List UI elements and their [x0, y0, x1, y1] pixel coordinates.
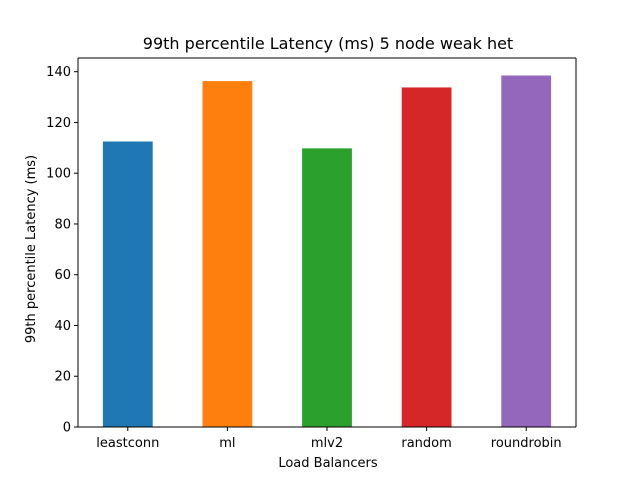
bar-ml: [202, 81, 253, 427]
y-tick-label: 80: [54, 217, 71, 232]
x-tick-label-ml: ml: [219, 436, 235, 451]
y-tick-label: 60: [54, 268, 71, 283]
x-tick-label-random: random: [401, 436, 451, 451]
bars-group: [102, 75, 552, 428]
bar-roundrobin: [501, 75, 552, 427]
y-tick-label: 0: [63, 421, 71, 436]
y-tick-label: 20: [54, 370, 71, 385]
y-tick-label: 140: [46, 65, 71, 80]
y-tick-label: 100: [46, 167, 71, 182]
y-tick-label: 120: [46, 116, 71, 131]
bar-mlv2: [302, 148, 352, 427]
x-tick-label-leastconn: leastconn: [96, 436, 159, 451]
x-axis-label: Load Balancers: [278, 456, 378, 471]
y-axis-label: 99th percentile Latency (ms): [24, 155, 39, 343]
chart-title: 99th percentile Latency (ms) 5 node weak…: [143, 34, 513, 53]
y-tick-label: 40: [54, 319, 71, 334]
bar-random: [401, 87, 452, 427]
bar-leastconn: [102, 141, 153, 428]
x-tick-label-roundrobin: roundrobin: [491, 436, 562, 451]
x-tick-label-mlv2: mlv2: [311, 436, 343, 451]
axes-group: 0 20 40 60 80 100 120 140 leastconn ml mlv2 random r…: [46, 57, 577, 451]
